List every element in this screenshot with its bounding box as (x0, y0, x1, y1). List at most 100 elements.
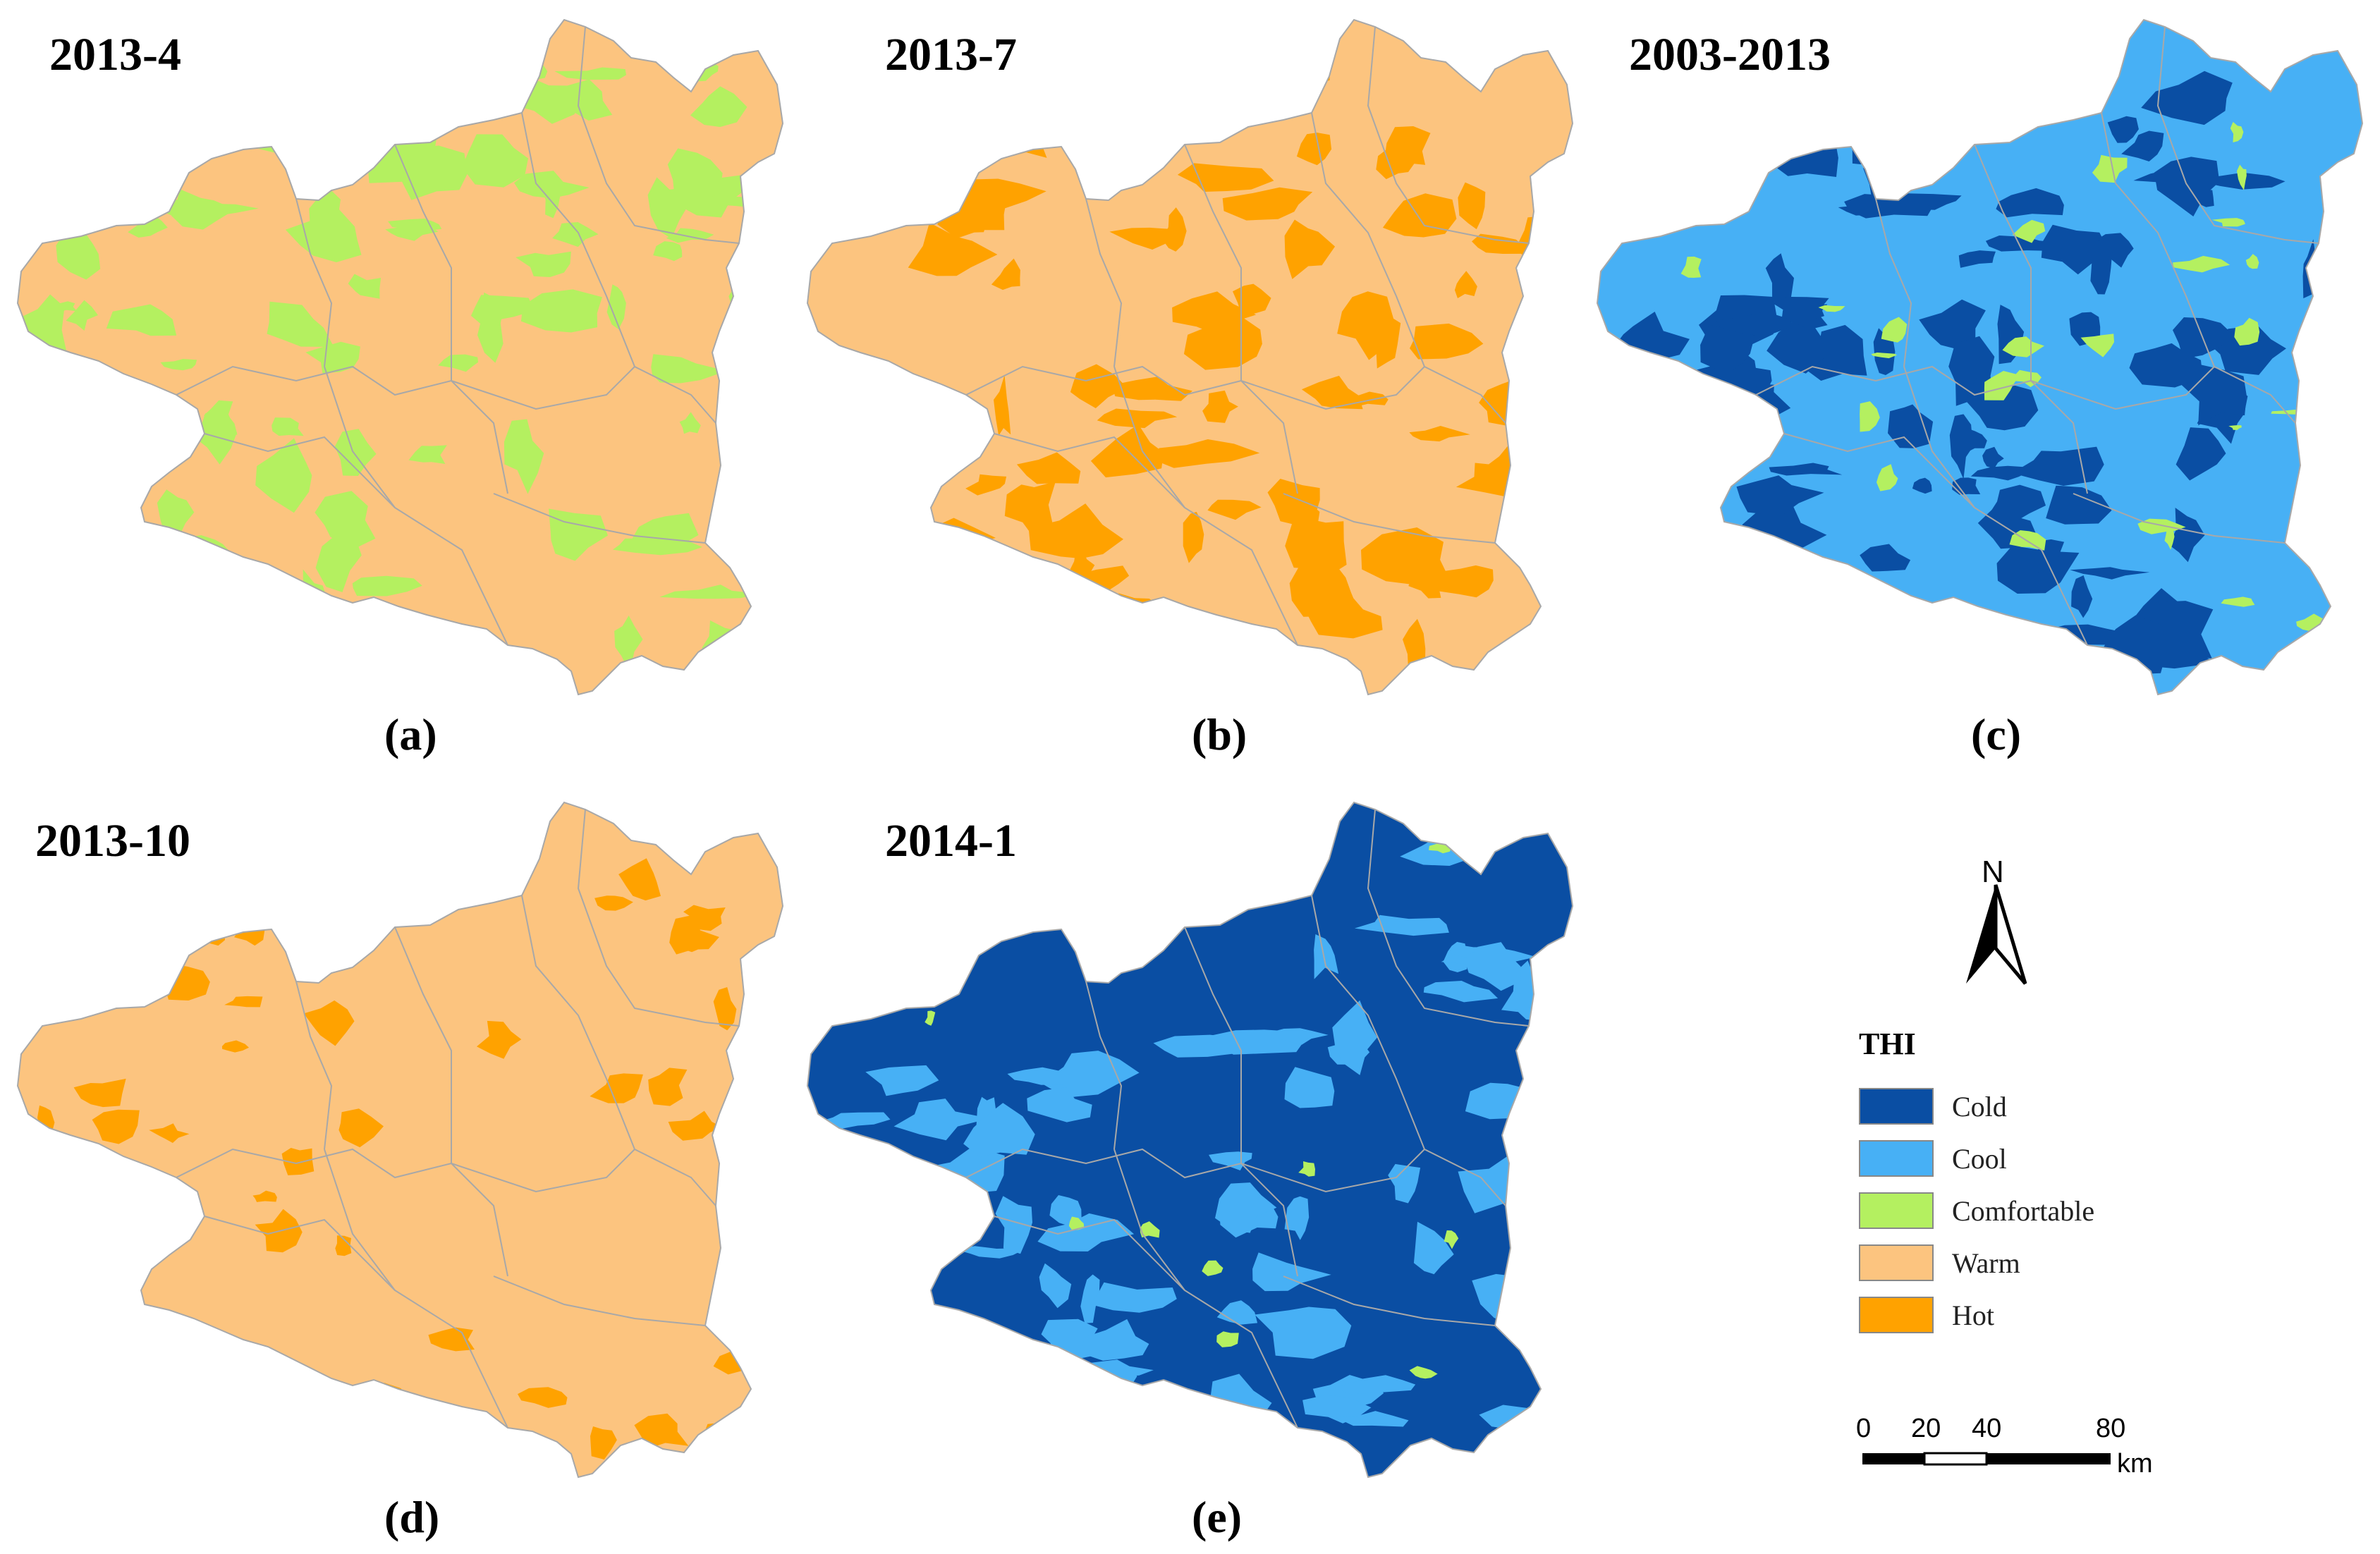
map-patch-secondary (2228, 425, 2242, 430)
map-patch (315, 534, 362, 592)
county-boundary (994, 433, 1185, 508)
map-patch (108, 80, 193, 147)
map-patch (869, 931, 909, 959)
map-patch (334, 429, 377, 476)
legend-swatch (1859, 1088, 1934, 1125)
map-patch (1369, 315, 1401, 369)
map-patch (1183, 511, 1204, 563)
legend-swatch (1859, 1244, 1934, 1281)
map-patch (1716, 311, 1795, 337)
county-boundary (451, 366, 635, 410)
map-patch (1451, 943, 1479, 958)
map-patch (1354, 914, 1449, 936)
map-patch (352, 575, 422, 596)
map-patch (1296, 133, 1332, 166)
map-patch (994, 374, 1011, 436)
region-outline (1596, 18, 2364, 696)
map-patch (844, 896, 865, 920)
map-patch (224, 996, 263, 1008)
map-patch (1910, 102, 1955, 162)
map-patch-secondary (1951, 97, 1984, 120)
region-outline (16, 18, 784, 696)
map-patch-secondary (1974, 68, 2020, 80)
map-patch-secondary (1767, 113, 1821, 142)
panel-title: 2013-7 (885, 29, 1017, 80)
map-patch (2071, 575, 2093, 618)
scale-tick-label: 40 (1972, 1414, 2002, 1443)
map-patch (1423, 981, 1499, 1003)
map-patch (149, 1123, 190, 1143)
county-boundary (295, 981, 333, 1150)
map-patch (1700, 324, 1755, 370)
map-patch (1041, 1051, 1140, 1098)
map-patch (1027, 1087, 1092, 1122)
map-patch-secondary (1680, 256, 1702, 278)
county-boundary (176, 1148, 452, 1179)
map-patch (1429, 565, 1494, 598)
county-boundary (1974, 144, 2088, 494)
map-patch (614, 616, 643, 673)
county-boundary (1367, 26, 1530, 244)
map-patch (908, 870, 939, 894)
map-patch (952, 79, 998, 122)
map-patch (1507, 1288, 1546, 1342)
map-patch (722, 1123, 755, 1166)
map-patch (1620, 147, 1676, 181)
map-patch-secondary (1216, 1331, 1239, 1347)
map-patch (908, 222, 998, 276)
map-patch (40, 425, 97, 462)
map-patch (111, 93, 144, 128)
map-patch (1458, 182, 1486, 230)
map-patch (1000, 1378, 1060, 1393)
map-patch-secondary (1298, 1161, 1315, 1177)
map-patch (271, 417, 304, 436)
county-boundary (1240, 366, 1425, 410)
county-boundary (521, 112, 635, 367)
map-patch-secondary (1202, 1260, 1223, 1276)
map-patch (1718, 126, 1807, 147)
map-patch (1075, 1405, 1149, 1460)
map-patch (679, 412, 701, 434)
map-patch (249, 135, 345, 153)
map-patch-secondary (1671, 458, 1714, 466)
map-patch (841, 168, 936, 221)
county-boundary (634, 366, 716, 424)
map-patch (627, 513, 699, 553)
map-patch (267, 301, 334, 347)
map-patch (590, 1073, 643, 1103)
map-patch (1464, 942, 1521, 991)
county-boundary (1755, 365, 2032, 396)
county-boundary (1085, 981, 1123, 1150)
map-patch (438, 354, 479, 372)
county-boundary (2156, 26, 2319, 244)
map-patch (1334, 1375, 1416, 1395)
scale-tick-label: 0 (1856, 1414, 1872, 1443)
map-patch-secondary (1444, 1230, 1459, 1249)
map-region-base (807, 802, 1573, 1477)
map-patch (1919, 299, 1986, 350)
map-patch (1673, 577, 1751, 633)
map-patch (281, 1148, 315, 1175)
map-patch (157, 489, 195, 537)
map-patch (315, 491, 376, 551)
scale-bar: 0 20 40 80 km (1856, 1414, 2172, 1479)
map-patch-secondary (2080, 334, 2114, 357)
map-patch-secondary (2012, 219, 2046, 243)
map-patch (285, 209, 362, 262)
county-boundary (521, 895, 635, 1150)
map-patch (462, 134, 528, 188)
map-2013-10 (16, 801, 784, 1479)
map-patch (725, 653, 772, 673)
map-patch-secondary (1814, 593, 1829, 610)
map-patch (2154, 157, 2220, 216)
legend-title: THI (1859, 1027, 1916, 1061)
legend: THI Cold Cool Comfortable Warm Hot (1859, 1026, 2094, 1341)
north-arrow-icon (1966, 884, 2027, 985)
map-patch (1912, 477, 1932, 494)
county-boundary (1184, 144, 1298, 494)
map-patch (1625, 534, 1668, 562)
map-patch (1172, 291, 1257, 335)
county-boundary (1875, 198, 1912, 367)
legend-swatch (1859, 1297, 1934, 1333)
map-patch-secondary (1876, 464, 1898, 491)
